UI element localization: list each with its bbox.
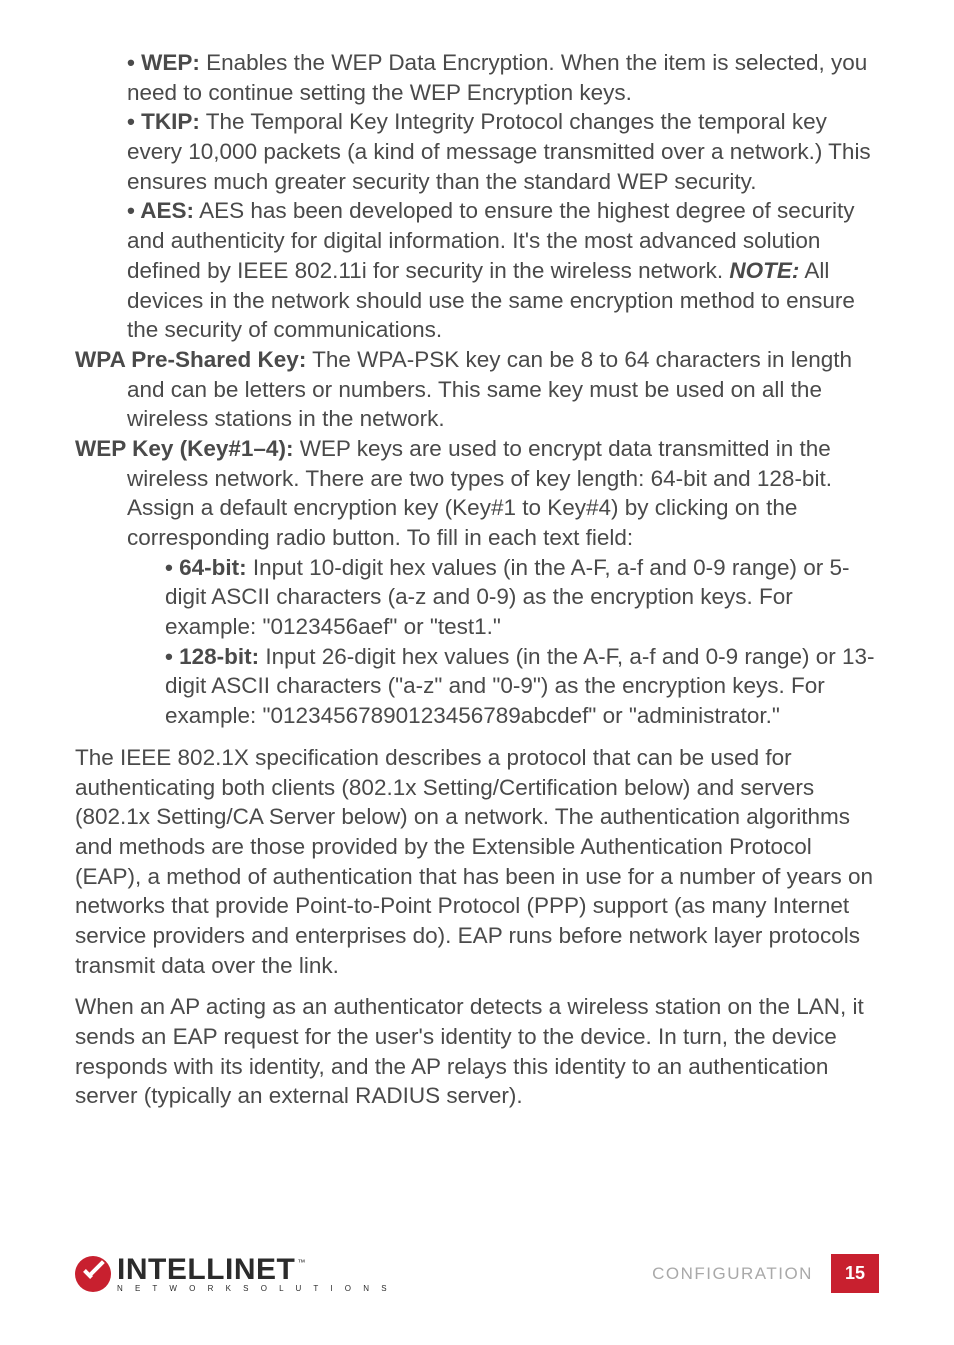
bullet-label: • WEP: xyxy=(127,50,200,75)
page-footer: INTELLINET™ N E T W O R K S O L U T I O … xyxy=(75,1254,879,1293)
logo-main: INTELLINET xyxy=(117,1253,295,1286)
brand-logo: INTELLINET™ N E T W O R K S O L U T I O … xyxy=(75,1255,392,1293)
list-item: • WEP: Enables the WEP Data Encryption. … xyxy=(75,48,879,107)
section-label: CONFIGURATION xyxy=(652,1264,813,1284)
logo-text: INTELLINET™ N E T W O R K S O L U T I O … xyxy=(117,1255,392,1293)
bullet-label: • 128-bit: xyxy=(165,644,259,669)
list-item: • AES: AES has been developed to ensure … xyxy=(75,196,879,344)
bullet-text: Enables the WEP Data Encryption. When th… xyxy=(127,50,867,105)
definition-item: WPA Pre-Shared Key: The WPA-PSK key can … xyxy=(75,345,879,434)
body-text: • WEP: Enables the WEP Data Encryption. … xyxy=(75,48,879,1111)
bullet-text: Input 10-digit hex values (in the A-F, a… xyxy=(165,555,849,639)
bullet-text: Input 26-digit hex values (in the A-F, a… xyxy=(165,644,875,728)
footer-right: CONFIGURATION 15 xyxy=(652,1254,879,1293)
definition-item: WEP Key (Key#1–4): WEP keys are used to … xyxy=(75,434,879,553)
page-number: 15 xyxy=(831,1254,879,1293)
paragraph: When an AP acting as an authenticator de… xyxy=(75,992,879,1111)
bullet-label: • 64-bit: xyxy=(165,555,247,580)
paragraph: The IEEE 802.1X specification describes … xyxy=(75,743,879,981)
list-item: • 64-bit: Input 10-digit hex values (in … xyxy=(75,553,879,642)
list-item: • TKIP: The Temporal Key Integrity Proto… xyxy=(75,107,879,196)
check-circle-icon xyxy=(75,1256,111,1292)
bullet-label: • AES: xyxy=(127,198,194,223)
list-item: • 128-bit: Input 26-digit hex values (in… xyxy=(75,642,879,731)
trademark-icon: ™ xyxy=(297,1258,305,1267)
def-label: WPA Pre-Shared Key: xyxy=(75,347,306,372)
bullet-text: The Temporal Key Integrity Protocol chan… xyxy=(127,109,871,193)
bullet-label: • TKIP: xyxy=(127,109,200,134)
note-label: NOTE: xyxy=(729,258,799,283)
def-label: WEP Key (Key#1–4): xyxy=(75,436,293,461)
